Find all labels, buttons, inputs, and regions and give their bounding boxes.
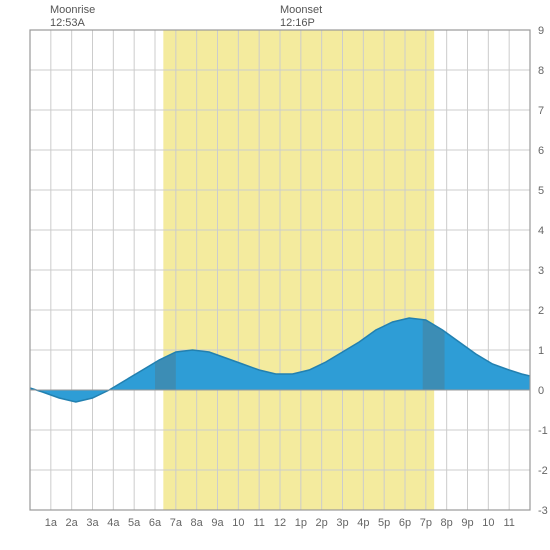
svg-text:8a: 8a	[191, 517, 204, 529]
svg-text:10: 10	[232, 517, 244, 529]
svg-text:10: 10	[482, 517, 494, 529]
svg-text:11: 11	[503, 517, 514, 529]
svg-text:-1: -1	[538, 425, 548, 437]
svg-text:7: 7	[538, 105, 544, 117]
svg-text:6p: 6p	[399, 517, 411, 529]
moonset-title: Moonset	[280, 4, 322, 17]
svg-text:1: 1	[538, 345, 544, 357]
svg-text:3: 3	[538, 265, 544, 277]
svg-text:9: 9	[538, 25, 544, 37]
svg-text:9p: 9p	[461, 517, 473, 529]
svg-text:8: 8	[538, 65, 544, 77]
moonrise-time: 12:53A	[50, 17, 95, 30]
svg-text:1a: 1a	[45, 517, 58, 529]
svg-text:3a: 3a	[86, 517, 99, 529]
svg-text:4p: 4p	[357, 517, 369, 529]
svg-text:2a: 2a	[66, 517, 79, 529]
moonrise-title: Moonrise	[50, 4, 95, 17]
svg-text:1p: 1p	[295, 517, 307, 529]
svg-text:4a: 4a	[107, 517, 120, 529]
svg-text:7p: 7p	[420, 517, 432, 529]
svg-text:0: 0	[538, 385, 544, 397]
svg-text:8p: 8p	[441, 517, 453, 529]
svg-text:9a: 9a	[211, 517, 224, 529]
svg-text:2p: 2p	[316, 517, 328, 529]
tide-chart: Moonrise 12:53A Moonset 12:16P -3-2-1012…	[0, 0, 550, 550]
svg-text:5a: 5a	[128, 517, 141, 529]
svg-text:-2: -2	[538, 465, 548, 477]
svg-text:3p: 3p	[336, 517, 348, 529]
svg-text:4: 4	[538, 225, 544, 237]
svg-text:5: 5	[538, 185, 544, 197]
moonset-time: 12:16P	[280, 17, 322, 30]
svg-text:11: 11	[253, 517, 264, 529]
moonrise-block: Moonrise 12:53A	[50, 4, 95, 30]
svg-text:2: 2	[538, 305, 544, 317]
moonset-block: Moonset 12:16P	[280, 4, 322, 30]
svg-text:7a: 7a	[170, 517, 183, 529]
svg-text:12: 12	[274, 517, 286, 529]
svg-text:5p: 5p	[378, 517, 390, 529]
svg-text:6a: 6a	[149, 517, 162, 529]
chart-svg: -3-2-101234567891a2a3a4a5a6a7a8a9a101112…	[0, 0, 550, 550]
svg-text:-3: -3	[538, 505, 548, 517]
svg-text:6: 6	[538, 145, 544, 157]
